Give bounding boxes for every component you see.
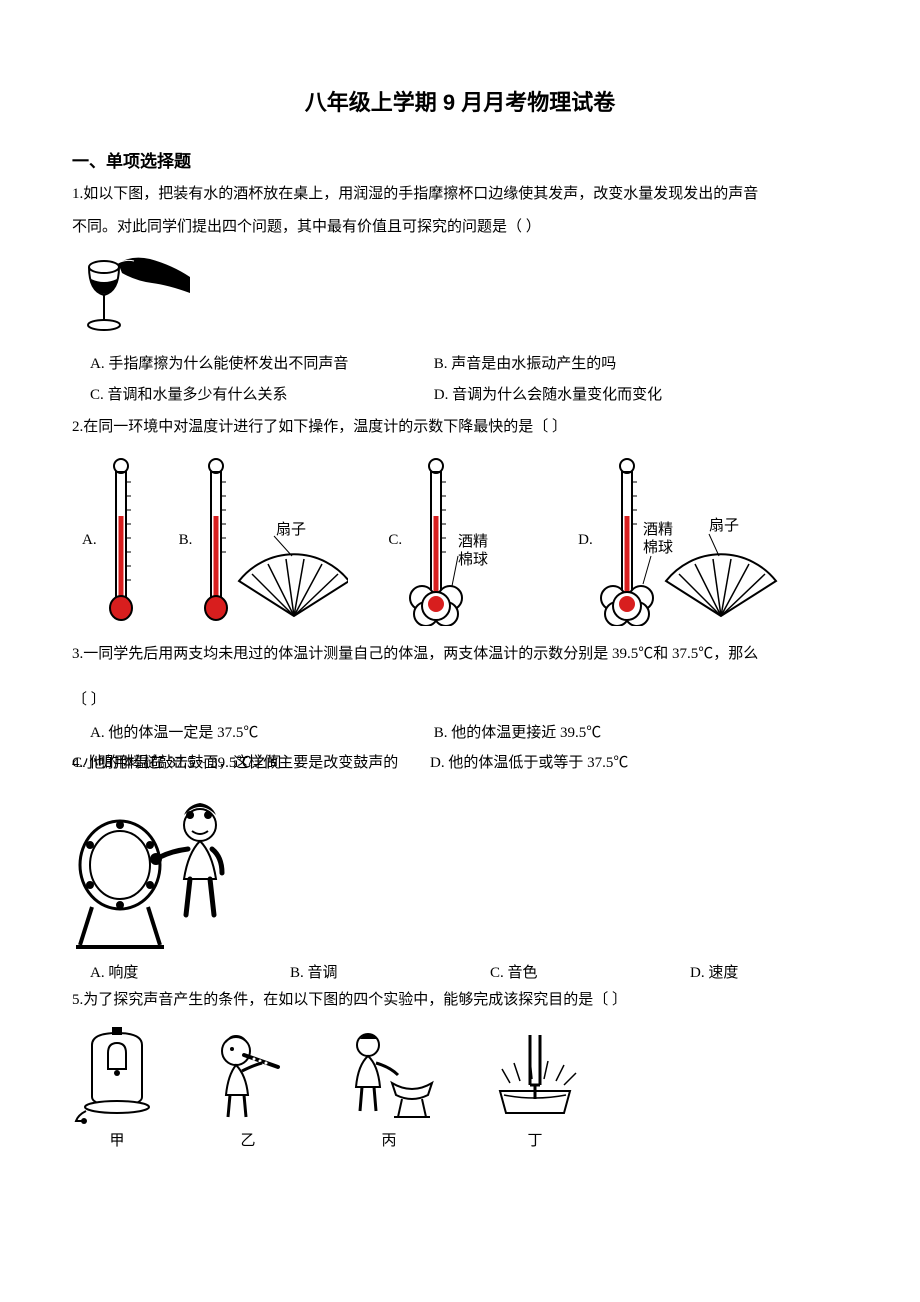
q2-label-a: A. — [82, 532, 97, 549]
q5-stem: 5.为了探究声音产生的条件，在如以下图的四个实验中，能够完成该探究目的是〔 〕 — [72, 986, 848, 1015]
q5-figure-b — [198, 1025, 298, 1125]
q4-option-d: D. 速度 — [690, 961, 738, 982]
q2-label-d: D. — [578, 532, 593, 549]
alcohol-label-d: 酒精 — [643, 521, 673, 538]
q1-figure — [72, 249, 848, 344]
q4-figure — [72, 795, 848, 955]
q5-label-d: 丁 — [480, 1129, 590, 1150]
page-title: 八年级上学期 9 月月考物理试卷 — [72, 85, 848, 117]
q5-figure-row: 甲 乙 — [72, 1025, 848, 1150]
thermometer-icon — [103, 456, 139, 626]
q1-stem-line1: 1.如以下图，把装有水的酒杯放在桌上，用润湿的手指摩擦杯口边缘使其发声，改变水量… — [72, 180, 848, 209]
q1-option-d: D. 音调为什么会随水量变化而变化 — [434, 381, 662, 410]
q5-figure-d — [480, 1025, 590, 1125]
q5-label-a: 甲 — [72, 1129, 162, 1150]
q1-option-c: C. 音调和水量多少有什么关系 — [90, 381, 430, 410]
q3-option-b: B. 他的体温更接近 39.5℃ — [434, 719, 602, 748]
cotton-label-d: 棉球 — [643, 539, 673, 556]
q4-option-b: B. 音调 — [290, 961, 490, 982]
q2-stem: 2.在同一环境中对温度计进行了如下操作，温度计的示数下降最快的是〔 〕 — [72, 413, 848, 442]
q2-figure-row: A. B. — [82, 456, 848, 626]
thermometer-cotton-icon: 酒精 棉球 — [408, 456, 538, 626]
q4-option-a: A. 响度 — [90, 961, 290, 982]
q3-stem: 3.一同学先后用两支均未甩过的体温计测量自己的体温，两支体温计的示数分别是 39… — [72, 640, 848, 669]
section-header: 一、单项选择题 — [72, 147, 848, 172]
fan-label-d: 扇子 — [709, 517, 739, 534]
q3-option-c: C. 他的体温在 37.5 ~ 39.5℃之间 — [72, 749, 281, 778]
q5-label-c: 丙 — [334, 1129, 444, 1150]
thermometer-cotton-fan-icon: 酒精 棉球 扇子 — [599, 456, 789, 626]
q1-option-b: B. 声音是由水振动产生的吗 — [434, 350, 617, 379]
q4-option-c: C. 音色 — [490, 961, 690, 982]
q1-option-a: A. 手指摩擦为什么能使杯发出不同声音 — [90, 350, 430, 379]
q3-option-a: A. 他的体温一定是 37.5℃ — [90, 719, 430, 748]
q2-label-c: C. — [388, 532, 402, 549]
q1-stem-line2: 不同。对此同学们提出四个问题，其中最有价值且可探究的问题是（ ） — [72, 213, 848, 242]
q3-option-d: D. 他的体温低于或等于 37.5℃ — [430, 749, 628, 778]
cotton-label: 棉球 — [458, 551, 488, 568]
fan-label: 扇子 — [276, 521, 306, 538]
q2-label-b: B. — [179, 532, 193, 549]
alcohol-label: 酒精 — [458, 533, 488, 550]
q3-paren: 〔 〕 — [72, 686, 848, 715]
thermometer-fan-icon: 扇子 — [198, 456, 348, 626]
q5-figure-c — [334, 1025, 444, 1125]
q3q4-overlap: 4.小明用棒槌敲击鼓面，这样做主要是改变鼓声的 C. 他的体温在 37.5 ~ … — [72, 749, 848, 773]
q5-figure-a — [72, 1025, 162, 1125]
q5-label-b: 乙 — [198, 1129, 298, 1150]
